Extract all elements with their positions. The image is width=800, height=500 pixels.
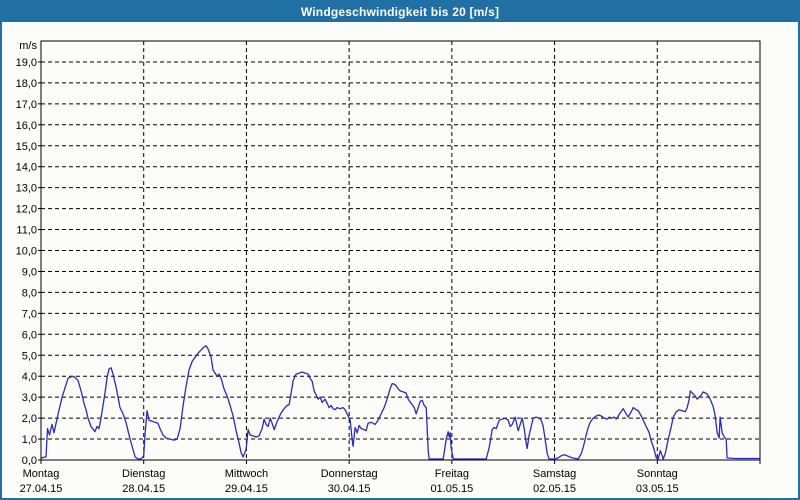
y-tick-label: 9,0 (22, 266, 37, 278)
y-tick-label: 7,0 (22, 308, 37, 320)
day-label: Freitag (435, 468, 469, 480)
day-label: Mittwoch (225, 468, 268, 480)
date-label: 27.04.15 (20, 483, 63, 495)
y-tick-label: 16,0 (16, 120, 37, 132)
day-label: Dienstag (122, 468, 165, 480)
y-tick-label: 3,0 (22, 392, 37, 404)
day-label: Sonntag (637, 468, 678, 480)
y-tick-label: 18,0 (16, 78, 37, 90)
window-title: Windgeschwindigkeit bis 20 [m/s] (300, 5, 500, 19)
y-tick-label: 5,0 (22, 350, 37, 362)
y-tick-label: 0,0 (22, 455, 37, 467)
y-tick-label: 2,0 (22, 413, 37, 425)
date-label: 30.04.15 (328, 483, 371, 495)
title-bar: Windgeschwindigkeit bis 20 [m/s] (2, 2, 798, 22)
y-tick-label: 14,0 (16, 162, 37, 174)
wind-speed-line (41, 345, 760, 460)
y-tick-label: 6,0 (22, 329, 37, 341)
y-tick-label: 19,0 (16, 57, 37, 69)
y-tick-label: 17,0 (16, 99, 37, 111)
y-tick-label: 13,0 (16, 183, 37, 195)
date-label: 01.05.15 (430, 483, 473, 495)
y-tick-label: 8,0 (22, 287, 37, 299)
y-tick-label: 10,0 (16, 246, 37, 258)
date-label: 03.05.15 (636, 483, 679, 495)
y-tick-label: 12,0 (16, 204, 37, 216)
date-label: 02.05.15 (533, 483, 576, 495)
date-label: 28.04.15 (122, 483, 165, 495)
date-label: 29.04.15 (225, 483, 268, 495)
day-label: Samstag (533, 468, 576, 480)
day-label: Donnerstag (321, 468, 378, 480)
day-label: Montag (23, 468, 60, 480)
y-axis-unit-label: m/s (19, 40, 37, 52)
y-tick-label: 11,0 (16, 225, 37, 237)
y-tick-label: 15,0 (16, 141, 37, 153)
y-tick-label: 4,0 (22, 371, 37, 383)
y-tick-label: 1,0 (22, 434, 37, 446)
